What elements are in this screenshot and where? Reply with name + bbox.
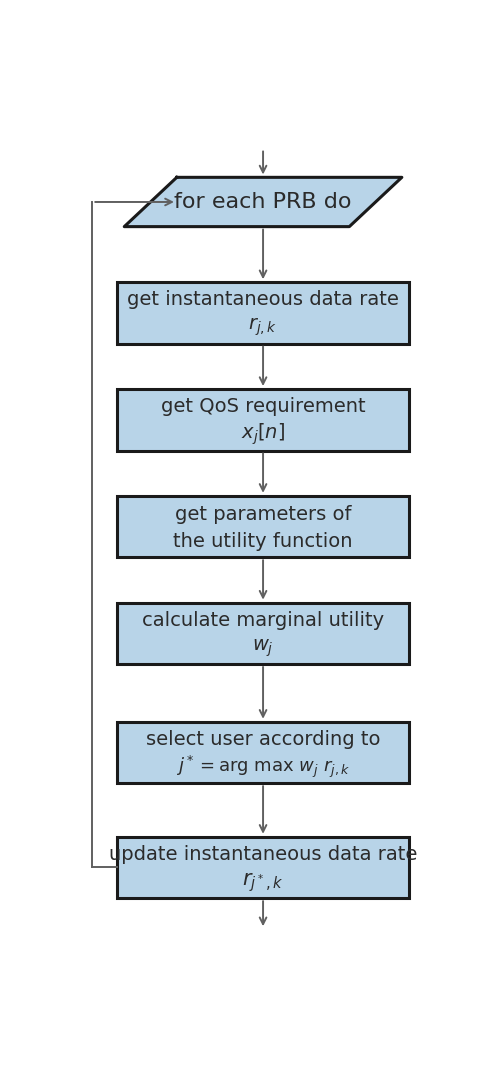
Text: $r_{j^*,k}$: $r_{j^*,k}$ [242, 871, 284, 894]
FancyBboxPatch shape [117, 282, 409, 344]
FancyBboxPatch shape [117, 721, 409, 783]
Text: select user according to: select user according to [146, 730, 380, 749]
Text: for each PRB do: for each PRB do [174, 192, 352, 212]
FancyBboxPatch shape [117, 496, 409, 557]
Text: update instantaneous data rate: update instantaneous data rate [109, 845, 417, 864]
Text: $r_{j,k}$: $r_{j,k}$ [248, 317, 278, 338]
Text: $j^* = \mathrm{arg\ max}\ w_j\ r_{j,k}$: $j^* = \mathrm{arg\ max}\ w_j\ r_{j,k}$ [176, 754, 350, 780]
Text: get QoS requirement: get QoS requirement [161, 397, 365, 416]
Text: $w_j$: $w_j$ [252, 637, 274, 658]
FancyBboxPatch shape [117, 837, 409, 898]
FancyBboxPatch shape [117, 603, 409, 664]
Polygon shape [124, 177, 402, 226]
Text: get parameters of: get parameters of [175, 505, 351, 524]
FancyBboxPatch shape [117, 388, 409, 450]
Text: calculate marginal utility: calculate marginal utility [142, 610, 384, 630]
Text: get instantaneous data rate: get instantaneous data rate [127, 290, 399, 309]
Text: the utility function: the utility function [173, 531, 353, 551]
Text: $x_j[n]$: $x_j[n]$ [241, 421, 285, 447]
